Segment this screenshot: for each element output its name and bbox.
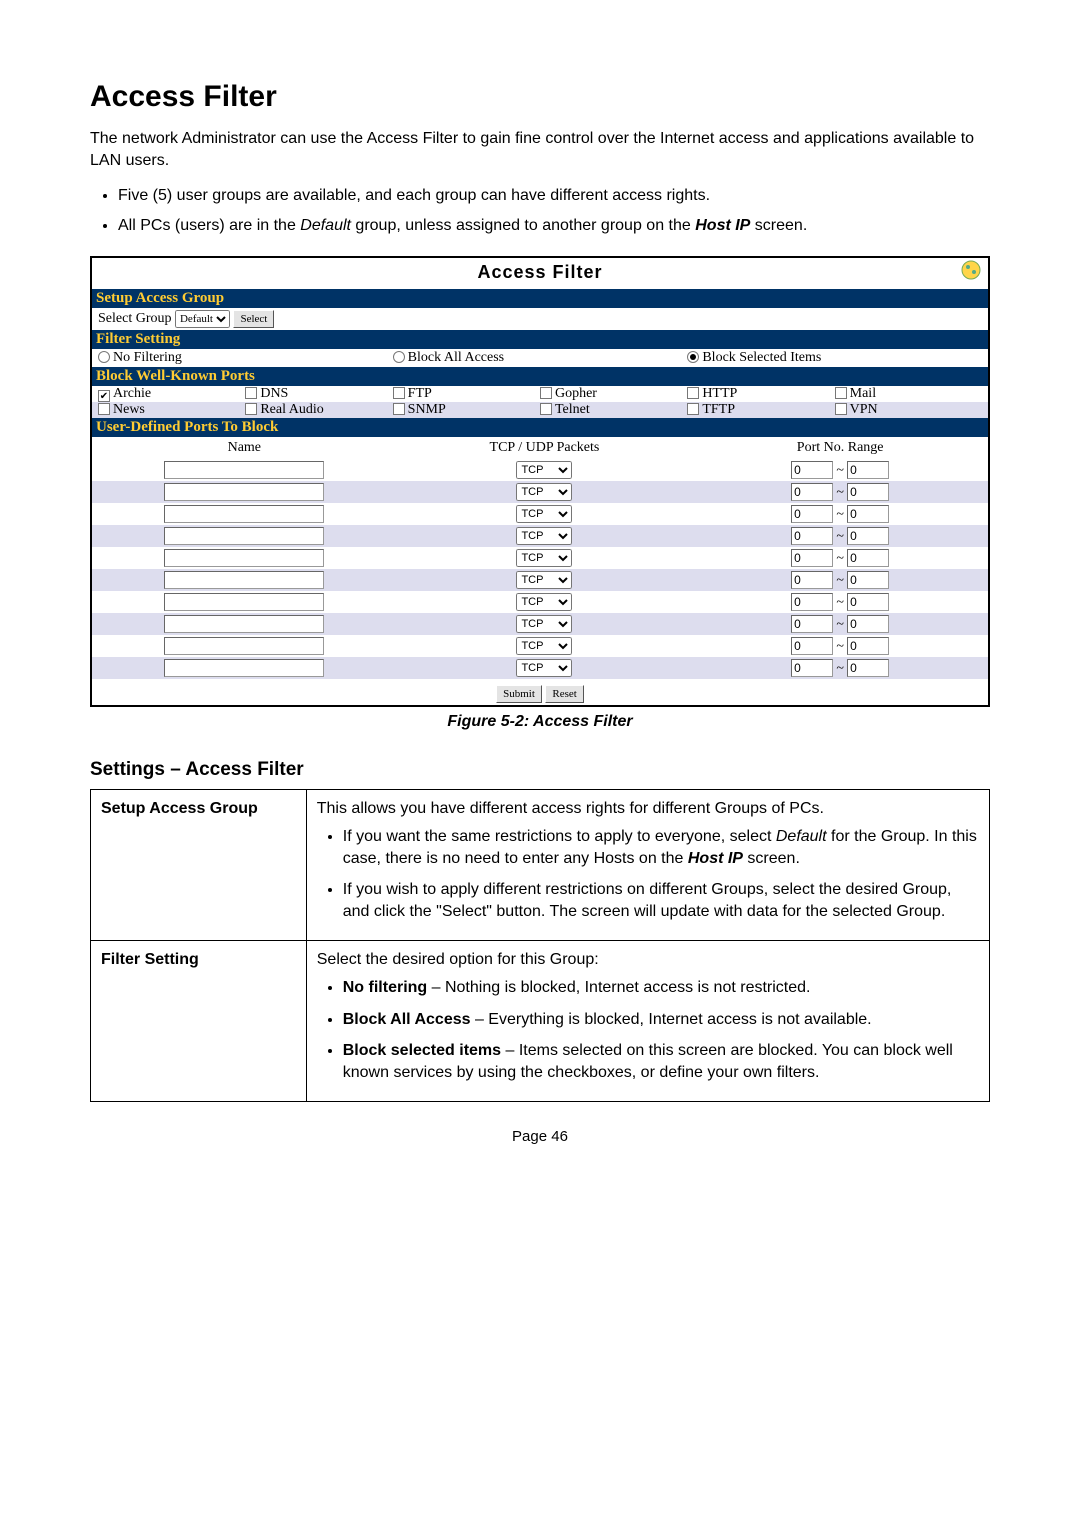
section-user-defined-ports: User-Defined Ports To Block xyxy=(92,418,988,437)
check-dns[interactable] xyxy=(245,387,257,399)
port-from-input[interactable] xyxy=(791,527,833,545)
page-number: Page 46 xyxy=(90,1128,990,1145)
check-telnet[interactable] xyxy=(540,403,552,415)
port-name-input[interactable] xyxy=(164,593,324,611)
port-from-input[interactable] xyxy=(791,659,833,677)
hdr-range: Port No. Range xyxy=(692,437,988,459)
port-to-input[interactable] xyxy=(847,615,889,633)
port-name-input[interactable] xyxy=(164,527,324,545)
port-name-input[interactable] xyxy=(164,615,324,633)
port-proto-select[interactable]: TCP xyxy=(516,483,572,501)
select-group-label: Select Group xyxy=(98,311,171,326)
intro-bullet-2: All PCs (users) are in the Default group… xyxy=(118,215,990,237)
check-archie[interactable] xyxy=(98,390,110,402)
section-setup-access-group: Setup Access Group xyxy=(92,289,988,308)
port-proto-select[interactable]: TCP xyxy=(516,593,572,611)
port-proto-select[interactable]: TCP xyxy=(516,571,572,589)
panel-title: Access Filter xyxy=(92,262,988,283)
settings-heading: Settings – Access Filter xyxy=(90,759,990,781)
section-filter-setting: Filter Setting xyxy=(92,330,988,349)
check-vpn[interactable] xyxy=(835,403,847,415)
port-to-input[interactable] xyxy=(847,659,889,677)
port-name-input[interactable] xyxy=(164,505,324,523)
check-tftp[interactable] xyxy=(687,403,699,415)
port-to-input[interactable] xyxy=(847,505,889,523)
hdr-proto: TCP / UDP Packets xyxy=(397,437,693,459)
port-from-input[interactable] xyxy=(791,549,833,567)
radio-block-all[interactable] xyxy=(393,351,405,363)
port-name-input[interactable] xyxy=(164,461,324,479)
port-to-input[interactable] xyxy=(847,483,889,501)
section-block-known-ports: Block Well-Known Ports xyxy=(92,367,988,386)
hdr-name: Name xyxy=(92,437,397,459)
intro-bullet-1: Five (5) user groups are available, and … xyxy=(118,185,990,207)
row1-label: Setup Access Group xyxy=(91,790,307,941)
port-to-input[interactable] xyxy=(847,461,889,479)
radio-block-selected[interactable] xyxy=(687,351,699,363)
port-proto-select[interactable]: TCP xyxy=(516,527,572,545)
port-from-input[interactable] xyxy=(791,637,833,655)
check-news[interactable] xyxy=(98,403,110,415)
figure-caption: Figure 5-2: Access Filter xyxy=(90,713,990,731)
check-snmp[interactable] xyxy=(393,403,405,415)
check-mail[interactable] xyxy=(835,387,847,399)
port-from-input[interactable] xyxy=(791,461,833,479)
user-ports-table: Name TCP / UDP Packets Port No. Range TC… xyxy=(92,437,988,679)
port-from-input[interactable] xyxy=(791,483,833,501)
port-to-input[interactable] xyxy=(847,549,889,567)
port-name-input[interactable] xyxy=(164,571,324,589)
port-proto-select[interactable]: TCP xyxy=(516,505,572,523)
select-button[interactable]: Select xyxy=(233,310,274,328)
port-name-input[interactable] xyxy=(164,549,324,567)
port-from-input[interactable] xyxy=(791,505,833,523)
row2-desc: Select the desired option for this Group… xyxy=(306,941,989,1102)
port-name-input[interactable] xyxy=(164,659,324,677)
port-proto-select[interactable]: TCP xyxy=(516,615,572,633)
port-proto-select[interactable]: TCP xyxy=(516,461,572,479)
port-name-input[interactable] xyxy=(164,483,324,501)
intro-bullets: Five (5) user groups are available, and … xyxy=(90,185,990,236)
port-from-input[interactable] xyxy=(791,571,833,589)
check-gopher[interactable] xyxy=(540,387,552,399)
row1-desc: This allows you have different access ri… xyxy=(306,790,989,941)
submit-button[interactable]: Submit xyxy=(496,685,542,703)
port-to-input[interactable] xyxy=(847,571,889,589)
port-from-input[interactable] xyxy=(791,615,833,633)
port-to-input[interactable] xyxy=(847,593,889,611)
port-proto-select[interactable]: TCP xyxy=(516,659,572,677)
row2-label: Filter Setting xyxy=(91,941,307,1102)
access-filter-panel: Access Filter Setup Access Group Select … xyxy=(90,256,990,707)
reset-button[interactable]: Reset xyxy=(545,685,583,703)
port-to-input[interactable] xyxy=(847,637,889,655)
page-title: Access Filter xyxy=(90,80,990,114)
settings-table: Setup Access Group This allows you have … xyxy=(90,789,990,1102)
port-to-input[interactable] xyxy=(847,527,889,545)
port-from-input[interactable] xyxy=(791,593,833,611)
intro-text: The network Administrator can use the Ac… xyxy=(90,128,990,171)
check-http[interactable] xyxy=(687,387,699,399)
port-proto-select[interactable]: TCP xyxy=(516,549,572,567)
globe-icon xyxy=(958,260,984,282)
radio-no-filtering[interactable] xyxy=(98,351,110,363)
port-name-input[interactable] xyxy=(164,637,324,655)
select-group-dropdown[interactable]: Default xyxy=(175,310,230,328)
check-realaudio[interactable] xyxy=(245,403,257,415)
check-ftp[interactable] xyxy=(393,387,405,399)
port-proto-select[interactable]: TCP xyxy=(516,637,572,655)
